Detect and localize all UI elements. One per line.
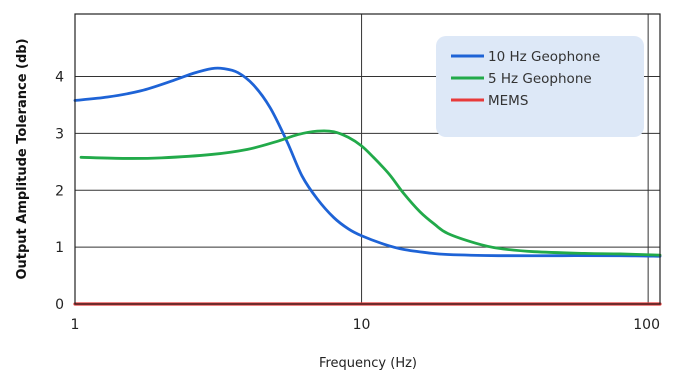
y-tick-label: 4	[55, 70, 64, 86]
y-axis-label: Output Amplitude Tolerance (db)	[15, 38, 30, 279]
x-axis-label: Frequency (Hz)	[319, 356, 417, 371]
x-tick-label: 10	[353, 317, 371, 333]
y-tick-label: 1	[55, 240, 64, 256]
series-line-5-hz-geophone	[79, 129, 662, 257]
plot-frame	[74, 13, 661, 305]
legend-label-mems: MEMS	[488, 93, 528, 109]
legend: 10 Hz Geophone 5 Hz Geophone MEMS	[436, 36, 644, 137]
x-tick-label: 1	[71, 317, 80, 333]
x-tick-label: 100	[633, 317, 660, 333]
legend-label-10-hz-geophone: 10 Hz Geophone	[488, 49, 600, 65]
y-tick-label: 3	[55, 126, 64, 142]
y-tick-label: 0	[55, 297, 64, 313]
y-tick-label: 2	[55, 183, 64, 199]
legend-label-5-hz-geophone: 5 Hz Geophone	[488, 71, 592, 87]
legend-box	[436, 36, 644, 137]
series-line-10-hz-geophone	[73, 66, 662, 258]
